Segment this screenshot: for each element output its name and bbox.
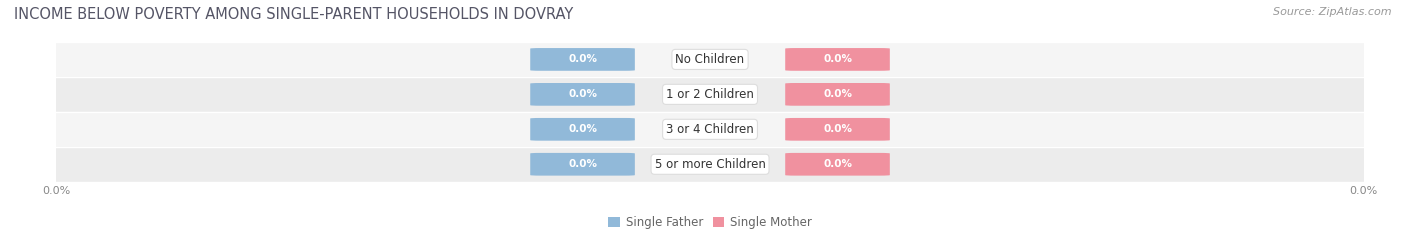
FancyBboxPatch shape [530, 153, 636, 176]
Text: 0.0%: 0.0% [823, 89, 852, 99]
Text: 3 or 4 Children: 3 or 4 Children [666, 123, 754, 136]
Text: 0.0%: 0.0% [823, 159, 852, 169]
Bar [56, 42, 1364, 77]
Text: 5 or more Children: 5 or more Children [655, 158, 765, 171]
Bar [56, 77, 1364, 112]
Text: 0.0%: 0.0% [568, 159, 598, 169]
Text: No Children: No Children [675, 53, 745, 66]
FancyBboxPatch shape [785, 118, 890, 141]
Text: Source: ZipAtlas.com: Source: ZipAtlas.com [1274, 7, 1392, 17]
Text: 0.0%: 0.0% [568, 55, 598, 64]
Bar [56, 112, 1364, 147]
FancyBboxPatch shape [785, 48, 890, 71]
FancyBboxPatch shape [530, 48, 636, 71]
Text: 0.0%: 0.0% [823, 124, 852, 134]
FancyBboxPatch shape [530, 83, 636, 106]
Text: 1 or 2 Children: 1 or 2 Children [666, 88, 754, 101]
FancyBboxPatch shape [785, 153, 890, 176]
Text: 0.0%: 0.0% [568, 89, 598, 99]
FancyBboxPatch shape [785, 83, 890, 106]
Text: 0.0%: 0.0% [823, 55, 852, 64]
FancyBboxPatch shape [530, 118, 636, 141]
Bar [56, 147, 1364, 182]
Text: 0.0%: 0.0% [568, 124, 598, 134]
Text: INCOME BELOW POVERTY AMONG SINGLE-PARENT HOUSEHOLDS IN DOVRAY: INCOME BELOW POVERTY AMONG SINGLE-PARENT… [14, 7, 574, 22]
Legend: Single Father, Single Mother: Single Father, Single Mother [607, 216, 813, 229]
